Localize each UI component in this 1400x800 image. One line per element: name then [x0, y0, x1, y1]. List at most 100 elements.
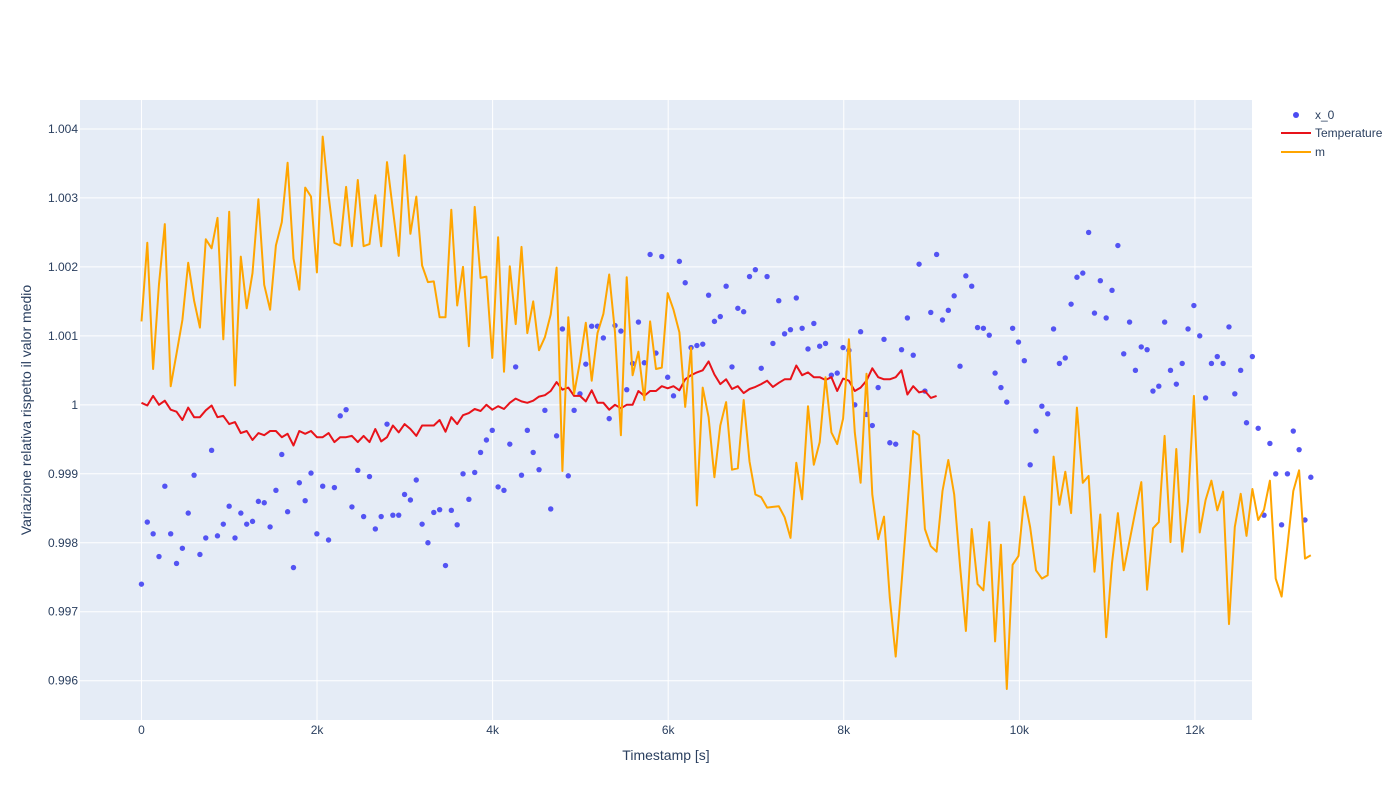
- point-x_0[interactable]: [261, 500, 267, 506]
- point-x_0[interactable]: [448, 507, 455, 514]
- point-x_0[interactable]: [729, 364, 735, 370]
- point-x_0[interactable]: [799, 325, 805, 331]
- point-x_0[interactable]: [1144, 346, 1150, 353]
- point-x_0[interactable]: [939, 317, 946, 323]
- legend-item-m[interactable]: m: [1281, 145, 1325, 159]
- point-x_0[interactable]: [372, 526, 379, 532]
- point-x_0[interactable]: [331, 484, 338, 491]
- point-x_0[interactable]: [1208, 360, 1215, 367]
- point-x_0[interactable]: [302, 497, 308, 504]
- point-x_0[interactable]: [384, 421, 390, 427]
- point-x_0[interactable]: [600, 335, 607, 341]
- point-x_0[interactable]: [1045, 411, 1051, 417]
- point-x_0[interactable]: [1173, 381, 1180, 387]
- point-x_0[interactable]: [1273, 471, 1279, 477]
- point-x_0[interactable]: [425, 540, 431, 546]
- point-x_0[interactable]: [781, 331, 788, 337]
- point-x_0[interactable]: [518, 472, 525, 478]
- point-x_0[interactable]: [390, 512, 396, 518]
- point-x_0[interactable]: [740, 309, 747, 315]
- point-x_0[interactable]: [1068, 301, 1074, 307]
- point-x_0[interactable]: [325, 537, 332, 543]
- point-x_0[interactable]: [1161, 319, 1168, 325]
- point-x_0[interactable]: [682, 280, 688, 286]
- series-line-m[interactable]: [140, 135, 1312, 690]
- point-x_0[interactable]: [495, 484, 501, 490]
- point-x_0[interactable]: [255, 498, 262, 505]
- point-x_0[interactable]: [489, 427, 495, 434]
- point-x_0[interactable]: [243, 521, 250, 527]
- point-x_0[interactable]: [711, 318, 718, 325]
- point-x_0[interactable]: [191, 472, 197, 478]
- point-x_0[interactable]: [1115, 242, 1121, 249]
- point-x_0[interactable]: [898, 346, 905, 353]
- point-x_0[interactable]: [355, 467, 361, 474]
- point-x_0[interactable]: [875, 384, 881, 391]
- point-x_0[interactable]: [436, 506, 443, 513]
- point-x_0[interactable]: [477, 449, 484, 456]
- point-x_0[interactable]: [963, 273, 969, 279]
- point-x_0[interactable]: [1156, 383, 1162, 389]
- point-x_0[interactable]: [624, 386, 630, 393]
- point-x_0[interactable]: [284, 509, 291, 515]
- point-x_0[interactable]: [793, 295, 799, 301]
- point-x_0[interactable]: [828, 372, 835, 378]
- point-x_0[interactable]: [1056, 360, 1063, 367]
- point-x_0[interactable]: [565, 473, 571, 479]
- point-x_0[interactable]: [933, 251, 940, 258]
- point-x_0[interactable]: [816, 343, 823, 349]
- point-x_0[interactable]: [1150, 388, 1156, 394]
- point-x_0[interactable]: [969, 283, 975, 289]
- point-x_0[interactable]: [647, 251, 653, 258]
- point-x_0[interactable]: [998, 384, 1004, 391]
- point-x_0[interactable]: [279, 451, 285, 458]
- point-x_0[interactable]: [1214, 353, 1220, 360]
- point-x_0[interactable]: [1050, 326, 1057, 332]
- point-x_0[interactable]: [156, 553, 162, 560]
- point-x_0[interactable]: [179, 545, 186, 551]
- point-x_0[interactable]: [314, 531, 320, 537]
- point-x_0[interactable]: [366, 473, 373, 480]
- point-x_0[interactable]: [1243, 420, 1250, 426]
- point-x_0[interactable]: [1249, 353, 1256, 360]
- point-x_0[interactable]: [530, 449, 536, 456]
- point-x_0[interactable]: [442, 562, 449, 569]
- point-x_0[interactable]: [887, 440, 893, 446]
- point-x_0[interactable]: [548, 506, 554, 512]
- point-x_0[interactable]: [869, 422, 876, 429]
- point-x_0[interactable]: [1197, 333, 1203, 339]
- point-x_0[interactable]: [752, 266, 759, 273]
- point-x_0[interactable]: [974, 324, 981, 331]
- point-x_0[interactable]: [1097, 277, 1104, 284]
- point-x_0[interactable]: [834, 370, 840, 376]
- point-x_0[interactable]: [413, 477, 419, 483]
- point-x_0[interactable]: [805, 346, 811, 352]
- point-x_0[interactable]: [472, 469, 478, 476]
- point-x_0[interactable]: [238, 510, 244, 516]
- point-x_0[interactable]: [1296, 446, 1302, 453]
- point-x_0[interactable]: [1085, 229, 1092, 236]
- point-x_0[interactable]: [1021, 357, 1028, 364]
- point-x_0[interactable]: [735, 305, 741, 311]
- point-x_0[interactable]: [1004, 399, 1010, 405]
- point-x_0[interactable]: [1033, 428, 1039, 434]
- point-x_0[interactable]: [226, 503, 232, 509]
- legend[interactable]: x_0 Temperature m: [1281, 108, 1383, 159]
- point-x_0[interactable]: [249, 518, 256, 525]
- point-x_0[interactable]: [524, 427, 531, 434]
- point-x_0[interactable]: [507, 441, 513, 447]
- point-x_0[interactable]: [1091, 310, 1098, 316]
- point-x_0[interactable]: [208, 447, 215, 454]
- point-x_0[interactable]: [892, 441, 899, 447]
- point-x_0[interactable]: [758, 365, 764, 371]
- point-x_0[interactable]: [770, 340, 776, 347]
- point-x_0[interactable]: [1267, 440, 1273, 447]
- point-x_0[interactable]: [1232, 391, 1238, 397]
- point-x_0[interactable]: [1074, 274, 1080, 280]
- point-x_0[interactable]: [676, 258, 683, 265]
- point-x_0[interactable]: [1191, 302, 1197, 309]
- point-x_0[interactable]: [197, 551, 203, 558]
- point-x_0[interactable]: [670, 393, 677, 399]
- point-x_0[interactable]: [553, 433, 560, 439]
- point-x_0[interactable]: [787, 326, 794, 333]
